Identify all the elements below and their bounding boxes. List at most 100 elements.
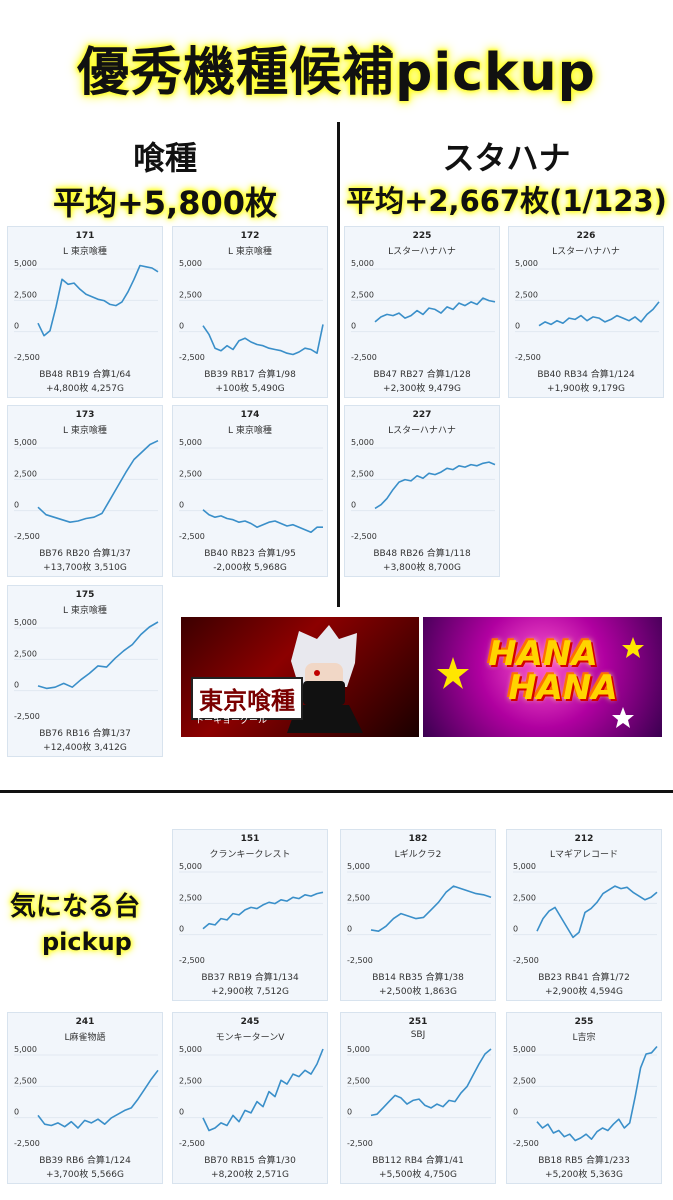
slump-chart: 5,000 2,500 0 -2,500	[179, 1045, 324, 1147]
y-tick-label: -2,500	[347, 956, 373, 964]
y-tick-label: -2,500	[513, 1139, 539, 1147]
y-tick-label: 5,000	[14, 618, 37, 627]
series-line	[374, 297, 496, 323]
machine-number: 241	[75, 1017, 95, 1027]
y-tick-label: 2,500	[347, 893, 370, 902]
y-tick-label: 0	[14, 1108, 19, 1117]
result-stats: +4,800枚 4,257G	[46, 384, 124, 394]
hanahana-logo-line2: HANA	[508, 668, 618, 708]
y-tick-label: 2,500	[179, 290, 202, 299]
section-title-starhana: スタハナ	[442, 139, 571, 177]
y-tick-label: 5,000	[179, 862, 202, 871]
slump-chart: 5,000 2,500 0 -2,500	[351, 438, 496, 540]
machine-name: L 東京喰種	[63, 247, 107, 257]
y-tick-label: 0	[347, 925, 352, 934]
y-tick-label: 5,000	[347, 1045, 370, 1054]
result-stats: +1,900枚 9,179G	[547, 384, 625, 394]
result-stats: +2,900枚 4,594G	[545, 987, 623, 997]
slump-chart: 5,000 2,500 0 -2,500	[179, 862, 324, 964]
series-line	[202, 324, 324, 356]
y-tick-label: -2,500	[351, 532, 377, 540]
machine-name: Lスターハナハナ	[388, 247, 456, 257]
machine-chart-card: 251 SBJ 5,000 2,500 0 -2,500 BB112 RB4 合算1/41 +…	[340, 1012, 496, 1184]
machine-chart-card: 225 Lスターハナハナ 5,000 2,500 0 -2,500 BB47 RB27 合算…	[344, 226, 500, 398]
series-line	[536, 885, 658, 939]
slump-chart: 5,000 2,500 0 -2,500	[513, 1045, 658, 1147]
series-line	[202, 891, 324, 930]
y-tick-label: 0	[179, 925, 184, 934]
bonus-stats: BB37 RB19 合算1/134	[201, 973, 299, 983]
series-line	[370, 885, 492, 932]
bonus-stats: BB48 RB19 合算1/64	[39, 370, 131, 380]
y-tick-label: 2,500	[179, 469, 202, 478]
machine-name: L吉宗	[572, 1033, 596, 1043]
result-stats: +3,700枚 5,566G	[46, 1170, 124, 1180]
slump-chart: 5,000 2,500 0 -2,500	[14, 1045, 159, 1147]
series-line	[37, 264, 159, 337]
machine-number: 171	[75, 231, 95, 241]
ghoul-character-icon	[287, 625, 363, 733]
y-tick-label: 0	[513, 925, 518, 934]
bonus-stats: BB14 RB35 合算1/38	[372, 973, 464, 983]
bonus-stats: BB40 RB34 合算1/124	[537, 370, 635, 380]
y-tick-label: 2,500	[513, 893, 536, 902]
machine-number: 226	[576, 231, 596, 241]
bonus-stats: BB48 RB26 合算1/118	[373, 549, 471, 559]
y-tick-label: 5,000	[513, 862, 536, 871]
machine-chart-card: 173 L 東京喰種 5,000 2,500 0 -2,500 BB76 RB20 合算1/…	[7, 405, 163, 577]
y-tick-label: 5,000	[179, 438, 202, 447]
y-tick-label: -2,500	[351, 353, 377, 361]
machine-chart-card: 226 Lスターハナハナ 5,000 2,500 0 -2,500 BB40 RB34 合算…	[508, 226, 664, 398]
bonus-stats: BB76 RB20 合算1/37	[39, 549, 131, 559]
machine-name: L 東京喰種	[228, 247, 272, 257]
y-tick-label: 0	[14, 681, 19, 690]
section-avg-starhana: 平均+2,667枚(1/123)	[346, 184, 667, 218]
tokyo-ghoul-subtitle: トーキョーグール	[195, 716, 268, 726]
hanahana-logo-line1: HANA	[488, 634, 598, 674]
y-tick-label: 0	[351, 501, 356, 510]
series-line	[37, 1069, 159, 1129]
y-tick-label: 0	[179, 1108, 184, 1117]
series-line	[374, 461, 496, 510]
machine-number: 172	[240, 231, 260, 241]
result-stats: +2,900枚 7,512G	[211, 987, 289, 997]
y-tick-label: 0	[515, 322, 520, 331]
y-tick-label: 5,000	[179, 259, 202, 268]
y-tick-label: 5,000	[347, 862, 370, 871]
machine-name: Lスターハナハナ	[388, 426, 456, 436]
result-stats: -2,000枚 5,968G	[213, 563, 287, 573]
tokyo-ghoul-banner: 東京喰種 トーキョーグール	[181, 617, 419, 737]
y-tick-label: 2,500	[14, 649, 37, 658]
bonus-stats: BB18 RB5 合算1/233	[538, 1156, 630, 1166]
result-stats: +5,200枚 5,363G	[545, 1170, 623, 1180]
y-tick-label: 5,000	[351, 259, 374, 268]
bonus-stats: BB76 RB16 合算1/37	[39, 729, 131, 739]
page-title: 優秀機種候補pickup	[77, 43, 596, 103]
y-tick-label: -2,500	[14, 532, 40, 540]
machine-number: 173	[75, 410, 95, 420]
slump-chart: 5,000 2,500 0 -2,500	[179, 259, 324, 361]
machine-name: Lスターハナハナ	[552, 247, 620, 257]
y-tick-label: 2,500	[14, 290, 37, 299]
column-divider	[337, 122, 340, 607]
result-stats: +2,300枚 9,479G	[383, 384, 461, 394]
result-stats: +2,500枚 1,863G	[379, 987, 457, 997]
section-title-watchlist: 気になる台	[10, 892, 141, 922]
slump-chart: 5,000 2,500 0 -2,500	[347, 1045, 492, 1147]
machine-chart-card: 241 L麻雀物語 5,000 2,500 0 -2,500 BB39 RB6 合算1/12…	[7, 1012, 163, 1184]
y-tick-label: -2,500	[14, 353, 40, 361]
machine-chart-card: 182 Lギルクラ2 5,000 2,500 0 -2,500 BB14 RB35 合算1/…	[340, 829, 496, 1001]
bonus-stats: BB39 RB6 合算1/124	[39, 1156, 131, 1166]
section-divider	[0, 790, 673, 793]
machine-name: L 東京喰種	[228, 426, 272, 436]
result-stats: +3,800枚 8,700G	[383, 563, 461, 573]
machine-chart-card: 227 Lスターハナハナ 5,000 2,500 0 -2,500 BB48 RB26 合算…	[344, 405, 500, 577]
series-line	[536, 1045, 658, 1142]
bonus-stats: BB70 RB15 合算1/30	[204, 1156, 296, 1166]
y-tick-label: 5,000	[179, 1045, 202, 1054]
slump-chart: 5,000 2,500 0 -2,500	[14, 618, 159, 720]
result-stats: +5,500枚 4,750G	[379, 1170, 457, 1180]
y-tick-label: 5,000	[14, 259, 37, 268]
tokyo-ghoul-logo: 東京喰種	[191, 677, 303, 720]
bonus-stats: BB112 RB4 合算1/41	[372, 1156, 464, 1166]
